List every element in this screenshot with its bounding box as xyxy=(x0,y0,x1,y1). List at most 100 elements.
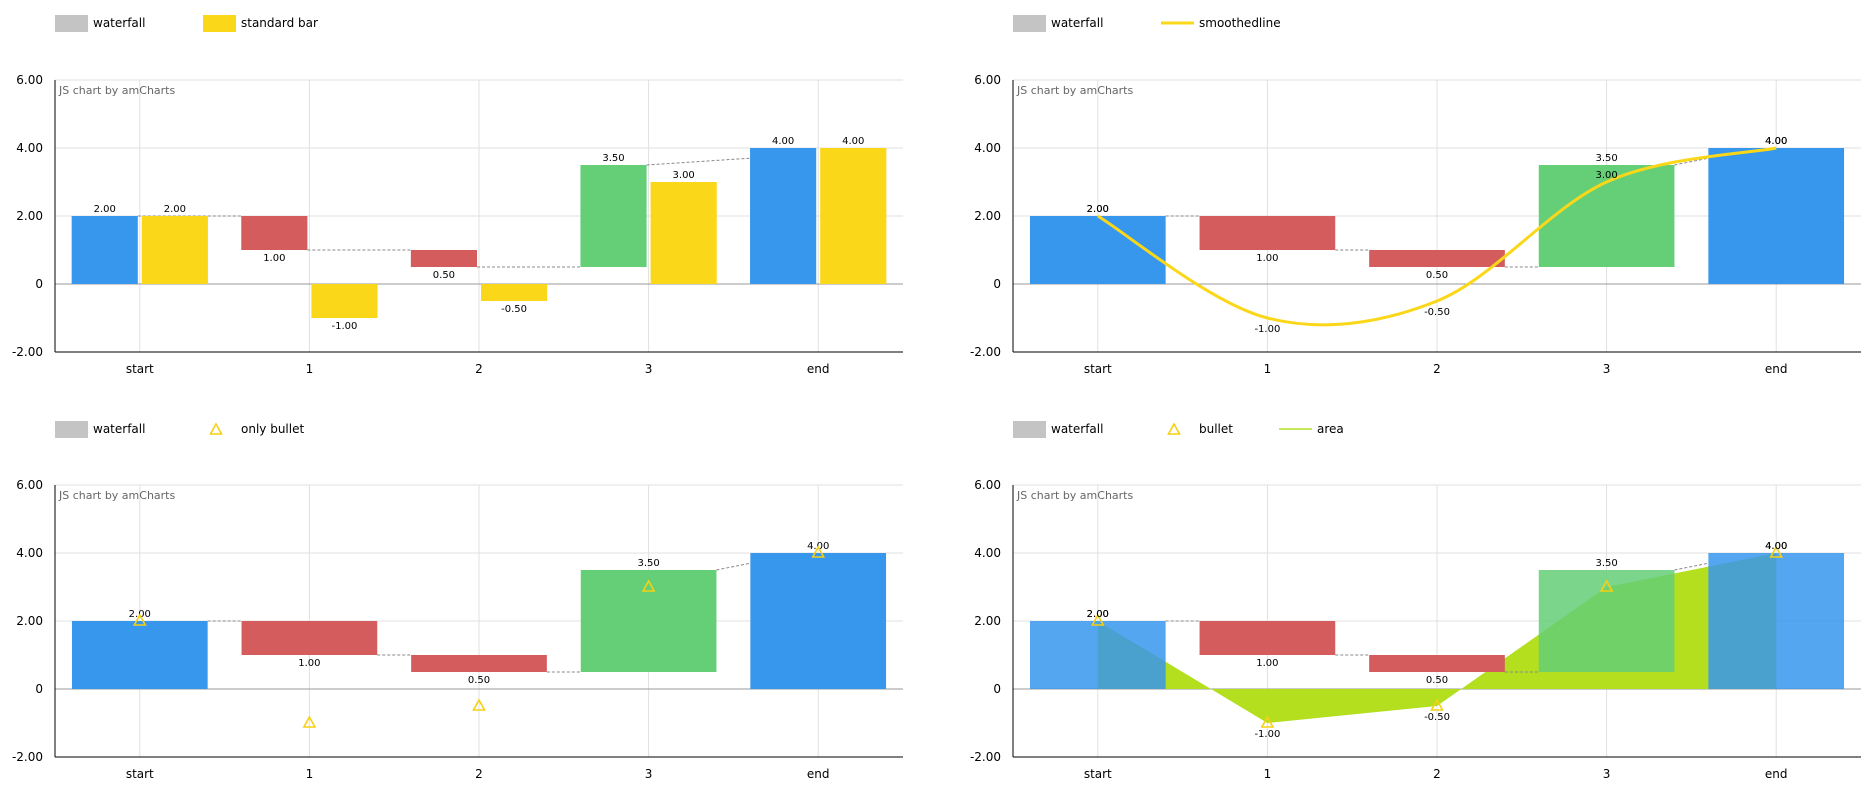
chart-4: waterfall bullet area 6.00 4.00 2.00 0 -2.00 JS … xyxy=(970,421,1861,781)
legend-item: waterfall xyxy=(55,421,145,438)
waterfall-bar xyxy=(1708,553,1845,689)
waterfall-bar xyxy=(750,553,887,689)
bullet-value-label: 4.00 xyxy=(1765,541,1787,552)
x-tick-label: 1 xyxy=(306,362,314,376)
y-tick-label: 6.00 xyxy=(16,73,43,87)
y-tick-label: -2.00 xyxy=(970,750,1001,764)
legend-bullet-icon xyxy=(1167,422,1181,435)
legend-item: waterfall xyxy=(55,15,145,32)
waterfall-value-label: 0.50 xyxy=(468,675,490,686)
x-tick-label: 3 xyxy=(1603,362,1611,376)
x-tick-label: 3 xyxy=(645,767,653,781)
x-tick-label: 2 xyxy=(1433,767,1441,781)
waterfall-bar xyxy=(71,216,138,284)
waterfall-bar xyxy=(1538,570,1675,672)
chart-1: waterfall standard bar 6.00 4.00 2.00 0 -2.00 J… xyxy=(12,15,903,376)
waterfall-value-label: 1.00 xyxy=(298,658,320,669)
waterfall-value-label: 2.00 xyxy=(1087,204,1109,215)
line-value-label: -1.00 xyxy=(1254,324,1280,335)
legend-item: smoothedline xyxy=(1161,16,1281,30)
y-tick-label: 0 xyxy=(993,277,1001,291)
waterfall-bar xyxy=(410,250,477,267)
x-tick-label: 1 xyxy=(1264,767,1272,781)
waterfall-bar xyxy=(241,216,308,250)
x-tick-label: 2 xyxy=(475,362,483,376)
chart-credit: JS chart by amCharts xyxy=(1016,489,1133,502)
waterfall-value-label: 4.00 xyxy=(1765,136,1787,147)
x-tick-label: start xyxy=(1084,767,1112,781)
connector-line xyxy=(1674,562,1709,571)
line-value-label: 4.00 xyxy=(1765,136,1787,147)
standard-bar xyxy=(141,216,208,284)
connector-line xyxy=(646,157,751,166)
waterfall-bar xyxy=(1199,216,1336,250)
waterfall-bar xyxy=(411,655,547,672)
waterfall-value-label: 0.50 xyxy=(1426,270,1448,281)
chart-credit: JS chart by amCharts xyxy=(58,84,175,97)
legend-bullet-icon xyxy=(209,422,223,435)
legend-item: only bullet xyxy=(209,422,304,436)
x-tick-label: 2 xyxy=(1433,362,1441,376)
waterfall-value-label: 1.00 xyxy=(1256,253,1278,264)
standard-bar-value-label: -0.50 xyxy=(501,304,527,315)
bullet-point xyxy=(1260,715,1275,728)
standard-bar-value-label: 2.00 xyxy=(164,204,186,215)
x-tick-label: 3 xyxy=(645,362,653,376)
legend-label: bullet xyxy=(1199,422,1233,436)
legend-swatch-waterfall xyxy=(1013,421,1046,438)
y-tick-label: 6.00 xyxy=(974,73,1001,87)
waterfall-bar xyxy=(1199,621,1336,655)
x-tick-label: 1 xyxy=(306,767,314,781)
chart-credit: JS chart by amCharts xyxy=(1016,84,1133,97)
y-tick-label: 4.00 xyxy=(974,546,1001,560)
waterfall-value-label: 3.50 xyxy=(1595,558,1617,569)
legend-swatch-waterfall xyxy=(1013,15,1046,32)
x-tick-label: 1 xyxy=(1264,362,1272,376)
line-value-label: 2.00 xyxy=(1087,204,1109,215)
y-tick-label: 2.00 xyxy=(974,614,1001,628)
waterfall-value-label: 2.00 xyxy=(94,204,116,215)
standard-bar-value-label: 4.00 xyxy=(842,136,864,147)
y-tick-label: 4.00 xyxy=(16,141,43,155)
bullet-point xyxy=(811,545,826,558)
bullet-point xyxy=(132,613,147,626)
waterfall-value-label: 3.50 xyxy=(637,558,659,569)
legend: waterfall only bullet xyxy=(55,421,304,438)
standard-bar-value-label: -1.00 xyxy=(332,321,358,332)
connector-line xyxy=(1674,157,1709,166)
legend-item: bullet xyxy=(1167,422,1233,436)
waterfall-bar xyxy=(750,148,817,284)
x-tick-label: end xyxy=(807,767,830,781)
y-tick-label: 4.00 xyxy=(16,546,43,560)
waterfall-bar xyxy=(241,621,378,655)
x-tick-label: start xyxy=(1084,362,1112,376)
legend-label: waterfall xyxy=(1051,422,1103,436)
bullet-point xyxy=(1599,579,1614,592)
waterfall-bar xyxy=(1369,250,1505,267)
legend-swatch-waterfall xyxy=(55,15,88,32)
waterfall-bar xyxy=(1369,655,1505,672)
x-tick-label: 3 xyxy=(1603,767,1611,781)
waterfall-value-label: 4.00 xyxy=(772,136,794,147)
waterfall-value-label: 3.50 xyxy=(1595,153,1617,164)
legend-item: standard bar xyxy=(203,15,318,32)
y-tick-label: -2.00 xyxy=(970,345,1001,359)
legend-label: standard bar xyxy=(241,16,318,30)
standard-bar-value-label: 3.00 xyxy=(673,170,695,181)
y-tick-label: 4.00 xyxy=(974,141,1001,155)
y-tick-label: 2.00 xyxy=(16,209,43,223)
legend-item: waterfall xyxy=(1013,421,1103,438)
waterfall-value-label: 1.00 xyxy=(1256,658,1278,669)
waterfall-value-label: 0.50 xyxy=(433,270,455,281)
waterfall-bar xyxy=(1029,621,1166,689)
legend-label: waterfall xyxy=(93,422,145,436)
bullet-point xyxy=(1430,698,1444,711)
waterfall-value-label: 0.50 xyxy=(1426,675,1448,686)
x-tick-label: start xyxy=(126,767,154,781)
y-tick-label: -2.00 xyxy=(12,345,43,359)
bullet-point xyxy=(1090,613,1105,626)
bullet-point xyxy=(1769,545,1784,558)
legend-label: smoothedline xyxy=(1199,16,1281,30)
